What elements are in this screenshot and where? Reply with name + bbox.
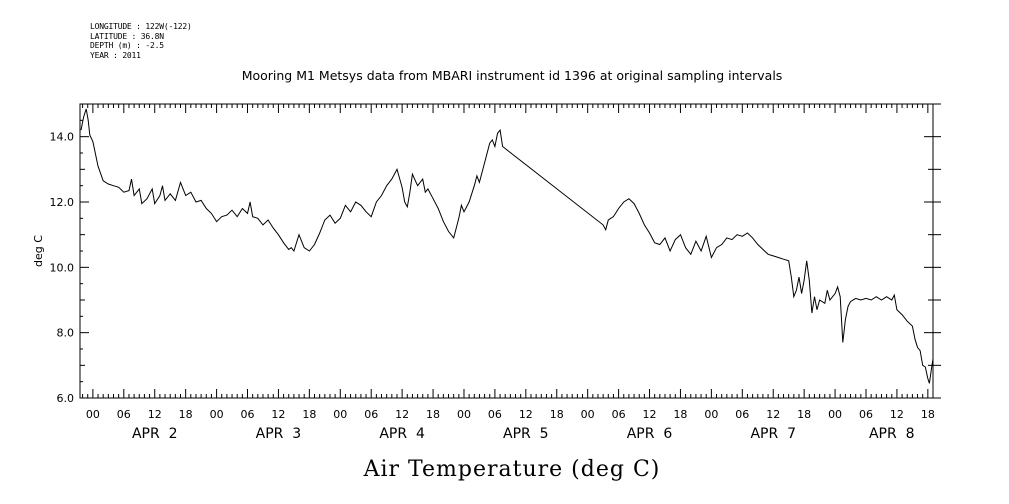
y-axis-tick-labels: 6.0 8.0 10.0 12.0 14.0 <box>50 131 75 405</box>
x-hour-tick-label: 18 <box>921 408 935 421</box>
x-hour-tick-label: 12 <box>395 408 409 421</box>
x-hour-tick-label: 06 <box>488 408 502 421</box>
series-line-air-temperature <box>80 108 934 384</box>
x-day-label: APR 4 <box>379 426 425 442</box>
metadata-block: LONGITUDE : 122W(-122) LATITUDE : 36.8N … <box>90 22 192 60</box>
meta-longitude: LONGITUDE : 122W(-122) <box>90 22 192 31</box>
x-hour-tick-label: 00 <box>457 408 471 421</box>
y-tick-label: 8.0 <box>57 327 75 340</box>
x-hour-tick-label: 12 <box>519 408 533 421</box>
x-hour-tick-label: 00 <box>210 408 224 421</box>
x-hour-tick-label: 00 <box>581 408 595 421</box>
x-hour-tick-label: 12 <box>766 408 780 421</box>
x-hour-tick-label: 00 <box>704 408 718 421</box>
x-hour-tick-label: 06 <box>117 408 131 421</box>
x-hour-tick-label: 06 <box>364 408 378 421</box>
x-hour-tick-label: 12 <box>643 408 657 421</box>
x-day-label: APR 6 <box>627 426 673 442</box>
x-hour-tick-label: 06 <box>735 408 749 421</box>
x-day-label: APR 3 <box>256 426 302 442</box>
x-axis-tick-labels: 00 06 12 18 00 06 12 18 00 06 12 18 00 06 12 18 00 06 12 18… <box>86 408 935 421</box>
x-hour-tick-label: 18 <box>550 408 564 421</box>
meta-year: YEAR : 2011 <box>90 50 141 60</box>
x-hour-tick-label: 12 <box>148 408 162 421</box>
x-hour-tick-label: 06 <box>859 408 873 421</box>
y-tick-label: 12.0 <box>50 196 75 209</box>
x-hour-tick-label: 06 <box>241 408 255 421</box>
y-tick-label: 14.0 <box>50 131 75 144</box>
x-hour-tick-label: 18 <box>673 408 687 421</box>
x-day-label: APR 7 <box>750 426 796 442</box>
x-hour-tick-label: 12 <box>271 408 285 421</box>
y-axis-label: deg C <box>32 235 45 267</box>
y-tick-label: 6.0 <box>57 392 75 405</box>
x-hour-tick-label: 12 <box>890 408 904 421</box>
variable-title: Air Temperature (deg C) <box>363 457 661 482</box>
x-axis-day-labels: APR 2 APR 3 APR 4 APR 5 APR 6 APR 7 APR 8 <box>132 426 915 442</box>
meta-depth: DEPTH (m) : -2.5 <box>90 41 164 50</box>
x-hour-tick-label: 06 <box>612 408 626 421</box>
x-hour-tick-label: 00 <box>333 408 347 421</box>
x-day-label: APR 8 <box>869 426 915 442</box>
x-day-label: APR 5 <box>503 426 549 442</box>
x-hour-tick-label: 18 <box>179 408 193 421</box>
x-hour-tick-label: 18 <box>426 408 440 421</box>
x-hour-tick-label: 18 <box>797 408 811 421</box>
chart-title: Mooring M1 Metsys data from MBARI instru… <box>242 68 783 83</box>
x-hour-tick-label: 00 <box>86 408 100 421</box>
plot-frame <box>79 103 934 399</box>
x-hour-tick-label: 00 <box>828 408 842 421</box>
y-tick-label: 10.0 <box>50 261 75 274</box>
axis-ticks <box>80 103 941 399</box>
x-hour-tick-label: 18 <box>302 408 316 421</box>
meta-latitude: LATITUDE : 36.8N <box>90 31 164 41</box>
x-day-label: APR 2 <box>132 426 178 442</box>
